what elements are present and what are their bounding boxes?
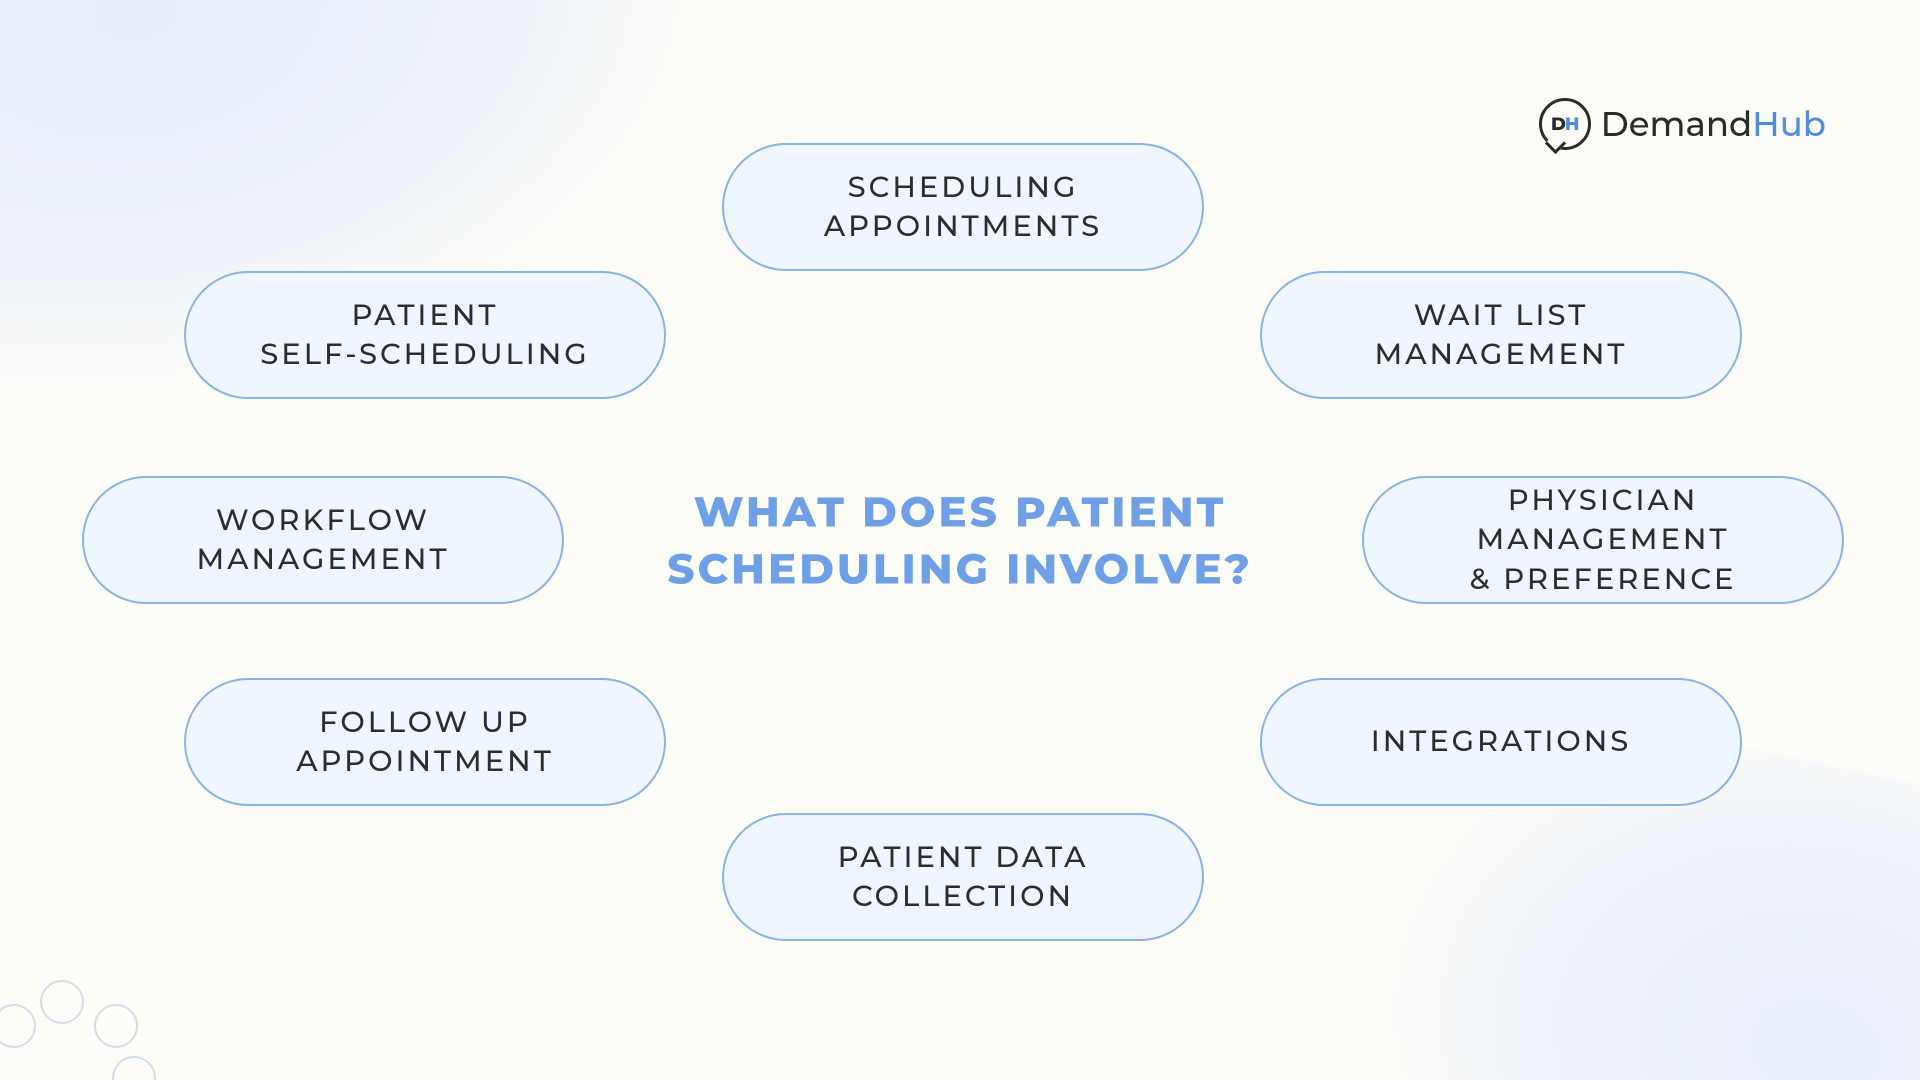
node-physician-management: PHYSICIAN MANAGEMENT & PREFERENCE [1362, 476, 1844, 604]
diagram-title: WHAT DOES PATIENT SCHEDULING INVOLVE? [600, 483, 1320, 596]
node-integrations: INTEGRATIONS [1260, 678, 1742, 806]
brand-wordmark: DemandHub [1601, 103, 1826, 145]
brand-name-part1: Demand [1601, 103, 1753, 145]
brand-logo: DH DemandHub [1539, 98, 1826, 150]
node-scheduling-appointments: SCHEDULING APPOINTMENTS [722, 143, 1204, 271]
logo-letter-h: H [1565, 113, 1579, 135]
node-patient-data-collection: PATIENT DATA COLLECTION [722, 813, 1204, 941]
brand-name-part2: Hub [1752, 103, 1826, 145]
node-patient-self-scheduling: PATIENT SELF-SCHEDULING [184, 271, 666, 399]
speech-bubble-icon: DH [1539, 98, 1591, 150]
node-workflow-management: WORKFLOW MANAGEMENT [82, 476, 564, 604]
decorative-circles [0, 840, 240, 1080]
logo-letter-d: D [1551, 113, 1565, 135]
node-wait-list-management: WAIT LIST MANAGEMENT [1260, 271, 1742, 399]
node-follow-up-appointment: FOLLOW UP APPOINTMENT [184, 678, 666, 806]
